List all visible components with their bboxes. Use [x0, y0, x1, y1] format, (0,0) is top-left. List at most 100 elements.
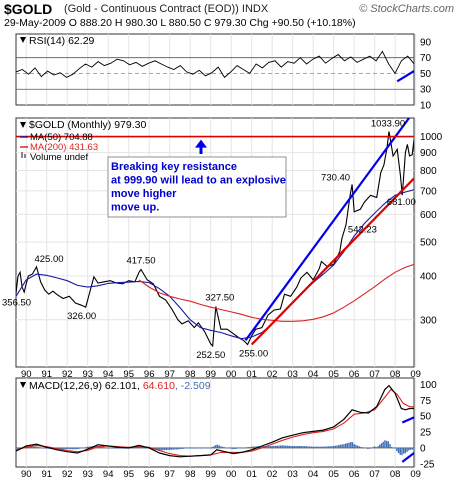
- price-tick-label: 1000: [420, 132, 443, 143]
- x-tick-label-price: 97: [164, 369, 175, 380]
- macd-hist-bar: [314, 446, 316, 448]
- macd-hist-bar: [346, 443, 349, 448]
- macd-hist-bar: [391, 446, 393, 448]
- macd-signal-value: 64.610: [143, 380, 175, 392]
- macd-trend-line: [401, 416, 415, 424]
- rsi-tick-label: 30: [420, 85, 432, 96]
- macd-hist-bar: [244, 447, 246, 449]
- macd-hist-bar: [303, 446, 306, 448]
- quote-line: 29-May-2009 O 888.20 H 980.30 L 880.50 C…: [4, 17, 356, 29]
- macd-hist-bar: [240, 447, 243, 449]
- macd-hist-bar: [245, 447, 248, 448]
- macd-hist-bar: [180, 447, 183, 449]
- price-plot-area: [16, 118, 414, 348]
- x-tick-label-macd: 02: [267, 469, 278, 480]
- macd-hist-bar: [338, 445, 340, 448]
- x-tick-label-price: 06: [349, 369, 360, 380]
- macd-hist-bar: [35, 446, 38, 448]
- price-tick-label: 400: [420, 272, 437, 283]
- macd-hist-bar: [227, 447, 229, 449]
- chart-instrument-name: (Gold - Continuous Contract (EOD)) INDX: [64, 3, 269, 15]
- macd-collapse-icon: [20, 382, 26, 388]
- macd-hist-bar: [350, 442, 352, 448]
- macd-hist-bar: [191, 447, 193, 449]
- macd-hist-bar: [324, 446, 326, 448]
- macd-hist-bar: [254, 446, 256, 448]
- x-tick-label-price: 92: [62, 369, 73, 380]
- macd-hist-bar: [250, 446, 253, 448]
- macd-hist-bar: [216, 444, 219, 448]
- macd-hist-bar: [66, 447, 68, 450]
- macd-hist-bar: [85, 447, 87, 448]
- macd-hist-value: , -2.509: [175, 380, 211, 392]
- macd-hist-bar: [211, 446, 214, 448]
- macd-hist-bar: [232, 447, 234, 450]
- macd-hist-bar: [131, 447, 133, 449]
- macd-hist-bar: [363, 447, 366, 449]
- macd-tick-label: 50: [420, 412, 432, 423]
- macd-hist-bar: [247, 447, 249, 448]
- macd-hist-bar: [375, 447, 378, 448]
- macd-hist-bar: [134, 447, 137, 448]
- annotation-text-line: Breaking key resistance: [111, 161, 237, 173]
- macd-hist-bar: [300, 446, 302, 448]
- macd-hist-bar: [273, 445, 275, 448]
- price-label: 425.00: [34, 254, 63, 265]
- macd-hist-bar: [107, 447, 109, 449]
- macd-tick-label: 0: [420, 443, 426, 454]
- macd-hist-bar: [208, 447, 210, 449]
- macd-hist-bar: [339, 444, 342, 448]
- macd-hist-bar: [252, 446, 255, 448]
- macd-hist-bar: [46, 447, 48, 449]
- macd-hist-bar: [406, 447, 408, 452]
- price-tick-label: 800: [420, 166, 437, 177]
- price-tick-label: 300: [420, 315, 437, 326]
- macd-hist-bar: [129, 447, 132, 449]
- x-tick-label-macd: 93: [82, 469, 93, 480]
- price-collapse-icon: [20, 122, 26, 128]
- macd-hist-bar: [78, 447, 80, 449]
- macd-hist-bar: [28, 446, 31, 448]
- price-title: $GOLD (Monthly) 979.30: [29, 119, 146, 131]
- annotation-text-line: move higher: [111, 188, 177, 200]
- macd-hist-bar: [63, 447, 65, 450]
- macd-hist-bar: [382, 441, 384, 448]
- macd-hist-bar: [276, 445, 279, 448]
- x-tick-label-price: 96: [144, 369, 155, 380]
- macd-hist-bar: [288, 445, 290, 448]
- macd-hist-bar: [30, 446, 33, 448]
- macd-tick-label: 75: [420, 396, 432, 407]
- macd-hist-bar: [40, 447, 43, 449]
- macd-hist-bar: [280, 445, 282, 448]
- macd-hist-bar: [384, 440, 386, 448]
- macd-hist-bar: [34, 446, 36, 448]
- macd-hist-bar: [139, 446, 142, 448]
- gold-price-line: [16, 131, 414, 348]
- macd-hist-bar: [141, 447, 144, 448]
- macd-tick-label: 100: [420, 380, 437, 391]
- x-tick-label-macd: 90: [21, 469, 32, 480]
- x-tick-label-price: 91: [41, 369, 52, 380]
- macd-hist-bar: [204, 447, 207, 449]
- macd-hist-bar: [394, 447, 396, 449]
- macd-hist-bar: [221, 446, 224, 448]
- macd-hist-bar: [64, 447, 67, 450]
- x-tick-label-price: 09: [410, 369, 421, 380]
- macd-hist-bar: [377, 446, 379, 448]
- macd-hist-bar: [203, 447, 205, 449]
- macd-hist-bar: [223, 447, 226, 448]
- x-tick-label-price: 02: [267, 369, 278, 380]
- macd-hist-bar: [373, 446, 376, 448]
- macd-hist-bar: [385, 440, 388, 448]
- macd-hist-bar: [75, 447, 77, 450]
- legend-entry: MA(200) 431.63: [30, 142, 98, 153]
- legend-entry: Volume undef: [30, 152, 88, 163]
- x-tick-label-price: 90: [21, 369, 32, 380]
- macd-hist-bar: [326, 446, 328, 448]
- macd-hist-bar: [110, 447, 113, 449]
- red-trendline: [250, 177, 414, 346]
- macd-hist-bar: [88, 446, 91, 448]
- price-label: 542.23: [348, 225, 377, 236]
- macd-hist-bar: [368, 447, 371, 449]
- macd-hist-bar: [80, 447, 82, 449]
